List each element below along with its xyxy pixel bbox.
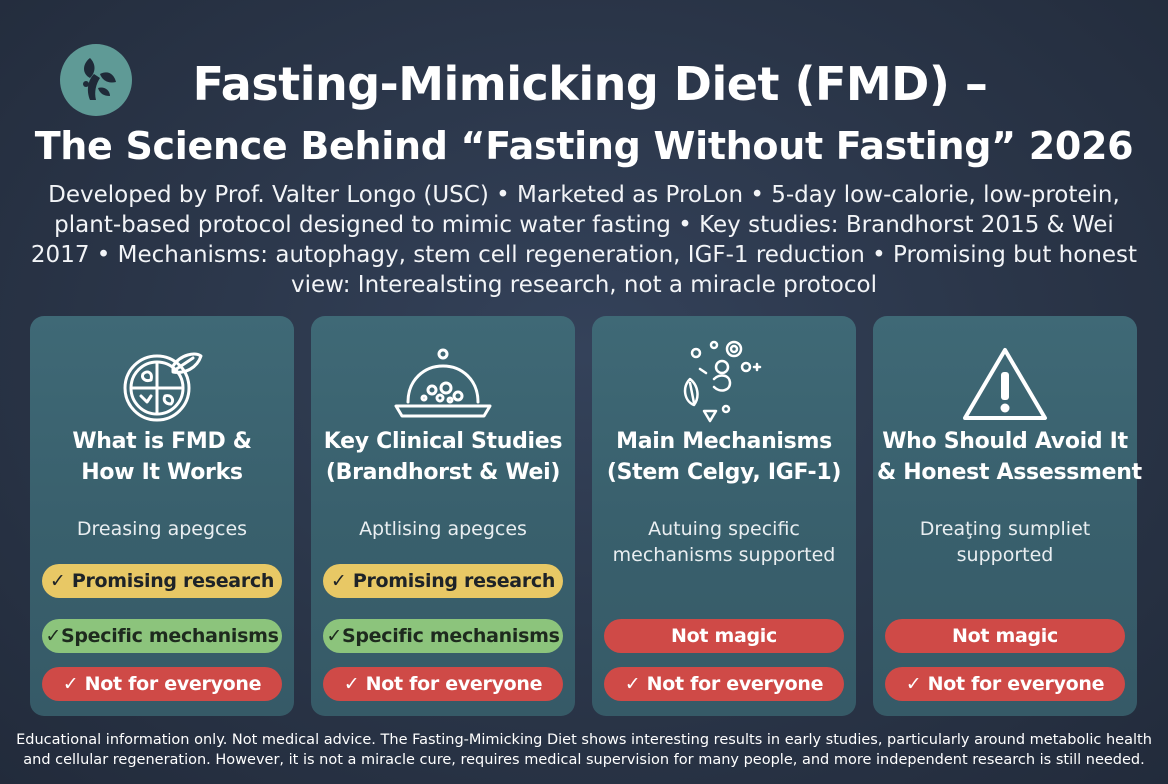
card-key-clinical-studies: Key Clinical Studies (Brandhorst & Wei) … <box>311 316 575 716</box>
warning-triangle-icon <box>963 348 1047 420</box>
card-description: Dreaţing sumpliet supported <box>919 518 1091 566</box>
badge-not-for-everyone: ✓ Not for everyone <box>323 667 563 701</box>
food-dome-icon <box>394 348 492 418</box>
page-subtitle-heading: The Science Behind “Fasting Without Fast… <box>34 124 1134 168</box>
badge-not-for-everyone: ✓ Not for everyone <box>604 667 844 701</box>
card-description: Autuing specific mechanisms supported <box>612 518 836 566</box>
card-title: Who Should Avoid It & Honest Assessment <box>877 429 1142 485</box>
leaf-figure-logo-icon <box>83 58 116 100</box>
badge-not-for-everyone: ✓ Not for everyone <box>885 667 1125 701</box>
cells-molecules-icon <box>683 340 762 423</box>
badge-specific-mechanisms: ✓Specific mechanisms <box>42 619 282 653</box>
card-who-should-avoid: Who Should Avoid It & Honest Assessment … <box>873 316 1142 716</box>
plate-leaf-icon <box>123 352 203 422</box>
logo <box>60 44 132 116</box>
card-grid: What is FMD & How It Works Dreasing apeg… <box>30 316 1142 716</box>
page-title: Fasting-Mimicking Diet (FMD) – <box>192 57 988 111</box>
card-what-is-fmd: What is FMD & How It Works Dreasing apeg… <box>30 316 294 716</box>
card-title: Key Clinical Studies (Brandhorst & Wei) <box>323 429 563 485</box>
card-title: Main Mechanisms (Stem Celgy, IGF-1) <box>606 429 842 485</box>
card-main-mechanisms: Main Mechanisms (Stem Celgy, IGF-1) Autu… <box>592 316 856 716</box>
badge-promising-research: ✓ Promising research <box>323 564 563 598</box>
badge-specific-mechanisms: ✓Specific mechanisms <box>323 619 563 653</box>
card-title: What is FMD & How It Works <box>72 429 252 485</box>
card-description: Dreasing apegces <box>76 518 248 540</box>
badge-promising-research: ✓ Promising research <box>42 564 282 598</box>
badge-not-for-everyone: ✓ Not for everyone <box>42 667 282 701</box>
badge-not-magic: Not magic <box>604 619 844 653</box>
card-description: Aptlising apegces <box>359 518 527 540</box>
disclaimer-text: Educational information only. Not medica… <box>16 732 1152 768</box>
intro-summary: Developed by Prof. Valter Longo (USC) • … <box>30 182 1138 298</box>
badge-not-magic: Not magic <box>885 619 1125 653</box>
